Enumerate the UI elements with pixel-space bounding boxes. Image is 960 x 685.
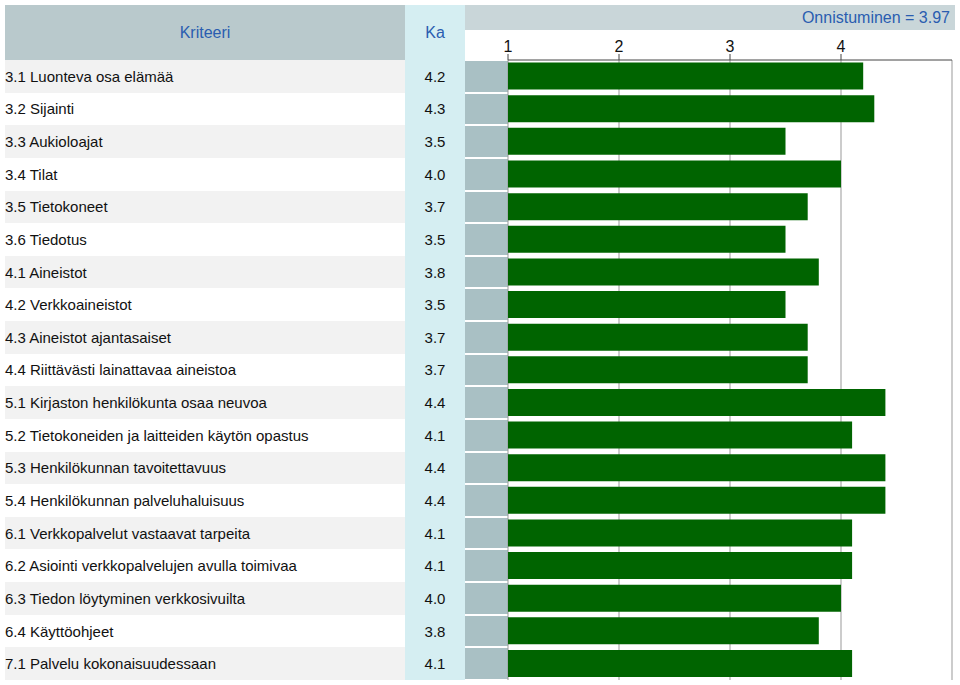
- html-text:4.0: 4.0: [424, 589, 446, 607]
- html-text:7.1 Palvelu kokonaisuudessaan: 7.1 Palvelu kokonaisuudessaan: [5, 655, 216, 673]
- html-text:3.1 Luonteva osa elämää: 3.1 Luonteva osa elämää: [5, 67, 174, 85]
- html-text:3.3 Aukioloajat: 3.3 Aukioloajat: [5, 133, 103, 151]
- html-text:3.5: 3.5: [424, 296, 446, 314]
- html-text:4.3: 4.3: [424, 100, 446, 118]
- svg-text:2: 2: [615, 38, 624, 55]
- html-text:4.2: 4.2: [424, 67, 446, 85]
- html-text:3.2 Sijainti: 3.2 Sijainti: [5, 100, 75, 118]
- html-text:6.1 Verkkopalvelut vastaavat t: 6.1 Verkkopalvelut vastaavat tarpeita: [5, 524, 251, 542]
- html-text:4.2 Verkkoaineistot: 4.2 Verkkoaineistot: [5, 296, 132, 314]
- svg-text:1: 1: [504, 38, 513, 55]
- html-text:4.4: 4.4: [424, 459, 446, 477]
- html-text:4.4 Riittävästi lainattavaa ai: 4.4 Riittävästi lainattavaa aineistoa: [5, 361, 236, 379]
- html-text:3.7: 3.7: [424, 198, 446, 216]
- svg-text:4: 4: [837, 38, 846, 55]
- html-text:4.1 Aineistot: 4.1 Aineistot: [5, 263, 87, 281]
- html-text:3.7: 3.7: [424, 361, 446, 379]
- html-text:Kriteeri: Kriteeri: [179, 23, 231, 41]
- html-text:3.7: 3.7: [424, 328, 446, 346]
- html-text:Onnistuminen = 3.97: Onnistuminen = 3.97: [801, 9, 950, 26]
- html-text:3.5: 3.5: [424, 133, 446, 151]
- html-text:6.3 Tiedon löytyminen verkkosi: 6.3 Tiedon löytyminen verkkosivuilta: [5, 589, 246, 607]
- html-text:3.6 Tiedotus: 3.6 Tiedotus: [5, 231, 87, 248]
- html-text:4.4: 4.4: [424, 492, 446, 509]
- html-text:5.4 Henkilökunnan palveluhalui: 5.4 Henkilökunnan palveluhaluisuus: [5, 492, 245, 509]
- html-text:3.8: 3.8: [424, 622, 446, 640]
- html-text:4.3 Aineistot ajantasaiset: 4.3 Aineistot ajantasaiset: [5, 328, 171, 346]
- html-text:6.2 Asiointi verkkopalvelujen: 6.2 Asiointi verkkopalvelujen avulla toi…: [5, 557, 297, 575]
- html-text:4.1: 4.1: [424, 557, 446, 575]
- svg-text:3: 3: [726, 38, 735, 55]
- html-text:4.1: 4.1: [424, 524, 446, 542]
- html-text:4.0: 4.0: [424, 165, 446, 183]
- html-text:4.1: 4.1: [424, 655, 446, 673]
- html-text:Ka: Ka: [425, 23, 445, 41]
- html-text:3.5 Tietokoneet: 3.5 Tietokoneet: [5, 198, 108, 216]
- html-text:3.8: 3.8: [424, 263, 446, 281]
- html-text:5.3 Henkilökunnan tavoitettavu: 5.3 Henkilökunnan tavoitettavuus: [5, 459, 226, 477]
- html-text:6.4 Käyttöohjeet: 6.4 Käyttöohjeet: [5, 622, 114, 640]
- html-text:5.2 Tietokoneiden ja laitteide: 5.2 Tietokoneiden ja laitteiden käytön o…: [5, 426, 309, 444]
- html-text:4.1: 4.1: [424, 426, 446, 444]
- html-text:3.4 Tilat: 3.4 Tilat: [5, 165, 58, 183]
- html-text:5.1 Kirjaston henkilökunta osa: 5.1 Kirjaston henkilökunta osaa neuvoa: [5, 394, 267, 412]
- html-text:3.5: 3.5: [424, 231, 446, 248]
- html-text:4.4: 4.4: [424, 394, 446, 412]
